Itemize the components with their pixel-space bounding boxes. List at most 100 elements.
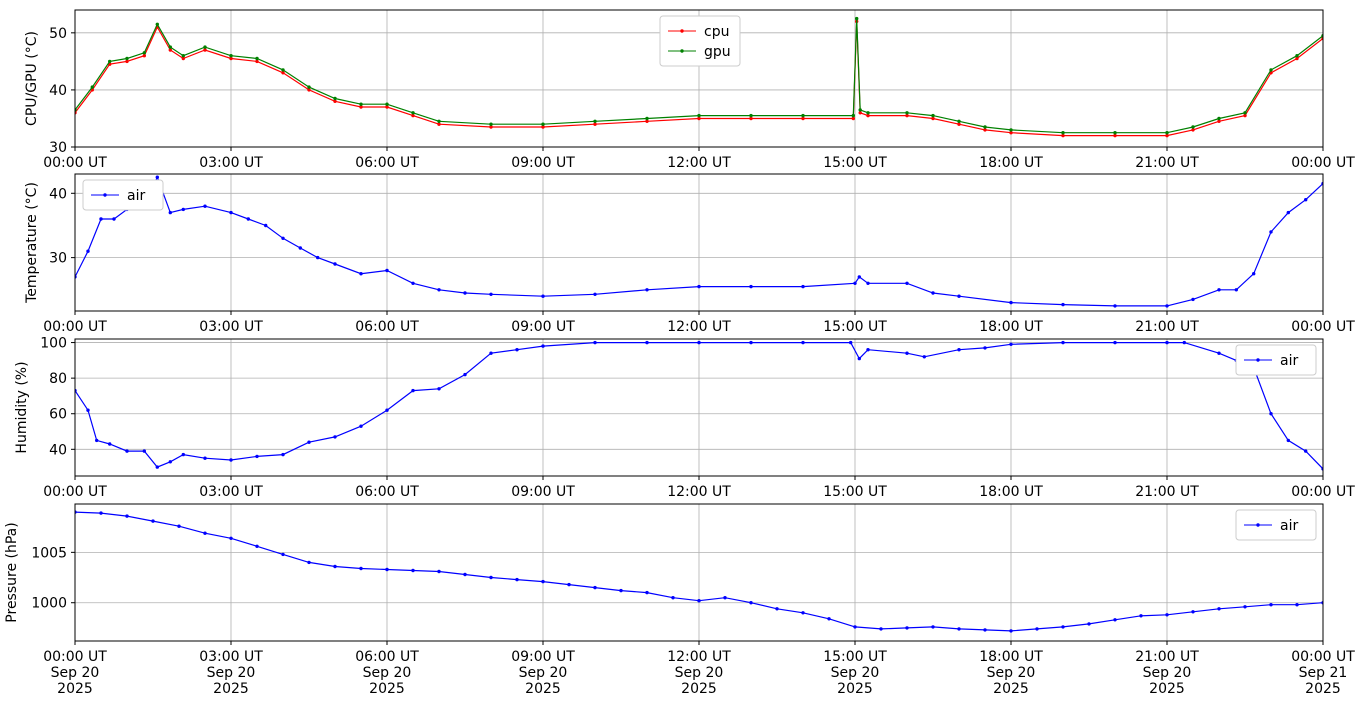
data-point-air	[541, 294, 545, 298]
data-point-gpu	[333, 96, 337, 101]
data-point-air	[1009, 629, 1013, 633]
data-point-gpu	[155, 22, 159, 26]
x-tick-label: 18:00 UT	[979, 484, 1043, 500]
data-point-air	[229, 536, 233, 540]
x-tick-label: 00:00 UT	[1291, 319, 1355, 335]
data-point-air	[1061, 302, 1065, 307]
y-tick-label: 80	[49, 371, 67, 387]
data-point-air	[853, 625, 857, 629]
data-point-air	[385, 567, 389, 572]
y-axis-label: Temperature (°C)	[24, 182, 40, 304]
data-point-air	[125, 449, 129, 453]
data-point-cpu	[1113, 133, 1117, 138]
x-tick-label: 03:00 UT	[199, 649, 263, 665]
data-point-air	[1286, 438, 1291, 443]
data-point-air	[1243, 605, 1247, 609]
data-point-cpu	[255, 59, 259, 64]
x-tick-label: Sep 20	[987, 665, 1036, 681]
data-point-cpu	[983, 128, 987, 132]
data-point-air	[99, 217, 103, 221]
data-point-gpu	[125, 56, 129, 61]
data-point-air	[264, 223, 268, 228]
data-point-cpu	[168, 48, 172, 52]
plot-area	[75, 16, 1323, 138]
data-point-air	[1269, 230, 1273, 234]
x-tick-label: 00:00 UT	[43, 319, 107, 335]
x-tick-label: 2025	[1305, 681, 1341, 697]
x-tick-label: 03:00 UT	[199, 155, 263, 171]
data-point-gpu	[307, 85, 311, 89]
data-point-air	[108, 442, 112, 446]
legend-marker-air	[1256, 523, 1260, 527]
data-point-air	[541, 579, 545, 584]
data-point-air	[857, 275, 861, 279]
x-tick-label: 2025	[57, 681, 93, 697]
data-point-air	[1269, 603, 1273, 607]
data-point-air	[489, 351, 493, 355]
data-point-air	[168, 210, 172, 215]
data-point-air	[1182, 340, 1187, 345]
legend-box	[659, 15, 741, 67]
data-point-air	[359, 272, 363, 276]
legend-label-air: air	[127, 188, 145, 204]
y-tick-label: 50	[49, 26, 67, 42]
data-point-cpu	[437, 122, 441, 126]
data-point-air	[866, 281, 870, 285]
data-point-gpu	[983, 125, 987, 129]
data-point-air	[645, 590, 649, 595]
data-point-air	[593, 585, 597, 590]
x-tick-label: 12:00 UT	[667, 649, 731, 665]
data-point-cpu	[359, 105, 363, 109]
y-axis-label: Humidity (%)	[14, 361, 30, 453]
data-point-air	[333, 564, 337, 569]
data-point-air	[1269, 412, 1273, 416]
data-point-air	[1035, 627, 1039, 631]
data-point-air	[281, 452, 285, 457]
data-point-air	[181, 207, 185, 212]
data-point-cpu	[385, 105, 389, 109]
data-point-air	[905, 626, 909, 630]
x-tick-label: 21:00 UT	[1135, 484, 1199, 500]
data-point-air	[922, 355, 926, 359]
y-axis-label: Pressure (hPa)	[4, 522, 20, 622]
data-point-air	[463, 372, 467, 377]
data-point-cpu	[866, 113, 870, 118]
legend-box	[1235, 344, 1317, 376]
data-point-air	[1061, 340, 1065, 345]
data-point-air	[1304, 198, 1308, 202]
data-point-air	[95, 438, 99, 443]
x-tick-label: 00:00 UT	[1291, 484, 1355, 500]
data-point-gpu	[593, 119, 597, 124]
data-point-gpu	[281, 68, 285, 72]
legend: air	[82, 179, 164, 211]
axes-frame	[74, 503, 1324, 642]
data-point-air	[905, 351, 909, 355]
data-point-air	[463, 291, 467, 295]
data-point-cpu	[858, 111, 862, 115]
data-point-gpu	[437, 119, 441, 124]
data-point-cpu	[931, 116, 935, 121]
data-point-cpu	[541, 125, 545, 129]
data-point-air	[749, 601, 753, 605]
data-point-air	[168, 460, 172, 464]
axes-frame	[74, 173, 1324, 312]
x-tick-label: 00:00 UT	[43, 484, 107, 500]
data-point-gpu	[255, 56, 259, 61]
data-point-cpu	[1243, 113, 1247, 118]
data-point-air	[567, 582, 571, 587]
data-point-air	[229, 458, 233, 462]
data-point-air	[1234, 288, 1239, 292]
x-tick-label: Sep 21	[1299, 665, 1348, 681]
data-point-air	[1217, 607, 1221, 611]
x-tick-label: Sep 20	[519, 665, 568, 681]
data-point-air	[1165, 304, 1169, 308]
data-point-gpu	[905, 111, 909, 115]
x-tick-label: 06:00 UT	[355, 649, 419, 665]
data-point-air	[359, 424, 363, 428]
data-point-air	[1286, 210, 1291, 215]
x-tick-label: 00:00 UT	[43, 649, 107, 665]
data-point-air	[931, 291, 935, 295]
y-tick-label: 40	[49, 186, 67, 202]
data-point-air	[593, 292, 597, 296]
data-point-gpu	[1113, 131, 1117, 135]
